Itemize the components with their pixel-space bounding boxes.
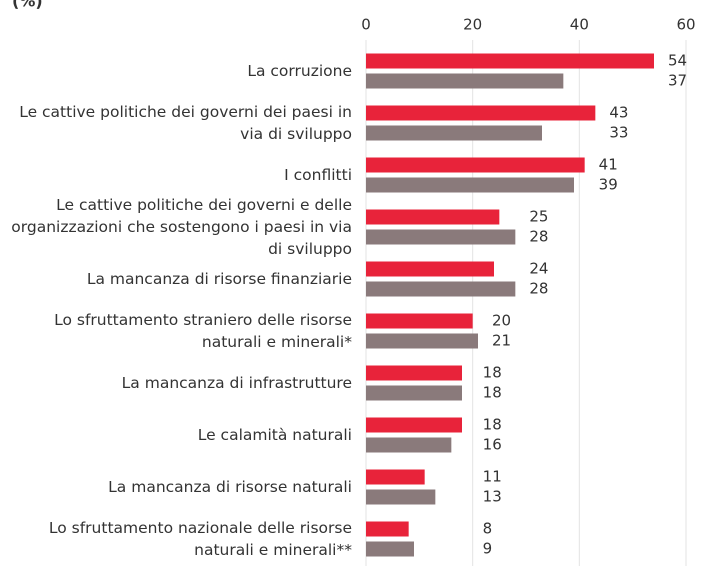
value-label: 37 (668, 72, 687, 90)
value-label: 28 (529, 280, 548, 298)
category-label: Le cattive politiche dei governi dei pae… (19, 103, 352, 143)
value-label: 43 (609, 104, 628, 122)
bar (366, 313, 473, 329)
value-label: 13 (483, 488, 502, 506)
bar (366, 469, 425, 485)
chart-title: (%) (12, 0, 43, 11)
value-label: 33 (609, 124, 628, 142)
category-label: Le calamità naturali (197, 426, 352, 444)
bar (366, 53, 654, 69)
value-label: 25 (529, 208, 548, 226)
x-tick-label: 60 (676, 16, 695, 34)
bar (366, 261, 494, 277)
bar (366, 229, 516, 245)
category-label: Lo sfruttamento straniero delle risorse … (54, 311, 352, 351)
category-label: La mancanza di risorse finanziarie (86, 270, 352, 288)
bar (366, 385, 462, 401)
value-label: 18 (483, 364, 502, 382)
value-label: 9 (483, 540, 493, 558)
bar (366, 209, 500, 225)
value-label: 54 (668, 52, 687, 70)
category-label: Le cattive politiche dei governi e delle… (11, 196, 352, 258)
x-tick-label: 20 (463, 16, 482, 34)
bar (366, 105, 596, 121)
bar (366, 489, 436, 505)
bar (366, 177, 574, 193)
category-label: La mancanza di risorse naturali (108, 478, 352, 496)
value-label: 20 (492, 312, 511, 330)
bar (366, 521, 409, 537)
x-tick-label: 0 (361, 16, 371, 34)
category-label: La mancanza di infrastrutture (121, 374, 352, 392)
bar (366, 73, 564, 89)
category-label: Lo sfruttamento nazionale delle risorse … (48, 519, 352, 559)
category-label: La corruzione (247, 62, 352, 80)
value-label: 28 (529, 228, 548, 246)
value-label: 11 (483, 468, 502, 486)
bar (366, 125, 542, 141)
value-label: 16 (483, 436, 502, 454)
value-label: 24 (529, 260, 548, 278)
bar (366, 365, 462, 381)
x-tick-label: 40 (570, 16, 589, 34)
value-label: 41 (599, 156, 618, 174)
bar (366, 417, 462, 433)
bar (366, 541, 414, 557)
bar (366, 437, 452, 453)
value-label: 18 (483, 384, 502, 402)
value-label: 21 (492, 332, 511, 350)
value-label: 39 (599, 176, 618, 194)
category-label: I conflitti (284, 166, 352, 184)
value-label: 8 (483, 520, 493, 538)
bar (366, 157, 585, 173)
bar (366, 333, 478, 349)
bar (366, 281, 516, 297)
value-label: 18 (483, 416, 502, 434)
